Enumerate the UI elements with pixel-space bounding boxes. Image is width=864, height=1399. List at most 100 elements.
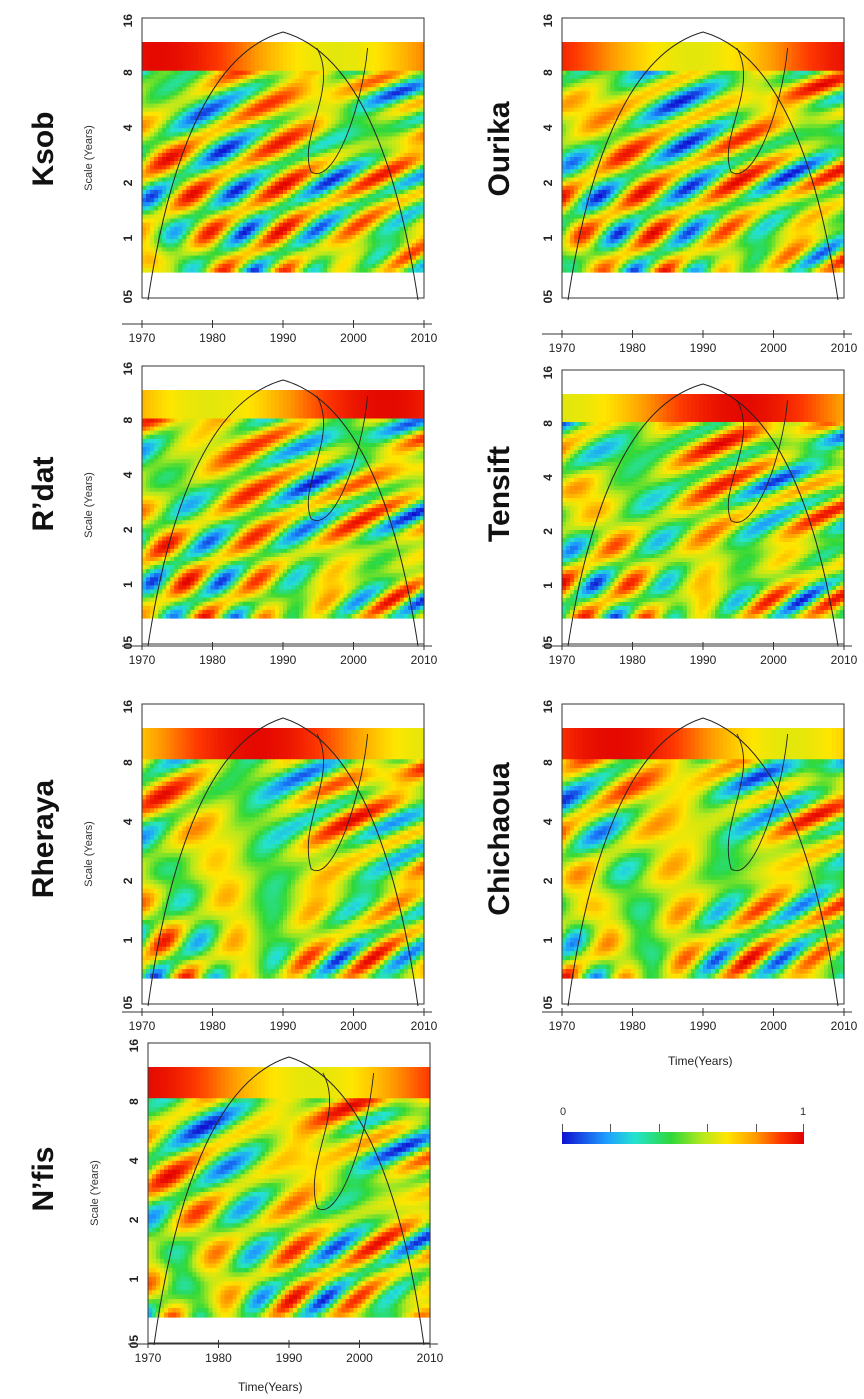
y-tick-label: 05 <box>121 290 135 304</box>
cone-of-influence <box>147 31 419 301</box>
station-label: R’dat <box>27 394 61 594</box>
heatmap-cells <box>142 728 425 979</box>
x-tick-label: 2010 <box>831 653 858 667</box>
wavelet-panel-rdat: 16 8 4 2 1 05 Scale (Years) 1970 1980 1990 2000 201… <box>83 362 438 667</box>
y-axis-label: Scale (Years) <box>89 1160 101 1226</box>
colorbar-gradient <box>562 1132 804 1144</box>
x-tick-label: 1970 <box>129 331 156 345</box>
station-label: N’fis <box>27 1079 61 1279</box>
plot-frame <box>561 703 845 1005</box>
y-tick-label: 1 <box>121 936 135 943</box>
y-tick-label: 4 <box>121 124 135 131</box>
x-tick-label: 1980 <box>205 1351 232 1365</box>
wavelet-plot: 16 8 4 2 1 05 Scale (Years) 1970 1980 1990 2000 201… <box>89 1039 444 1365</box>
y-tick-label: 1 <box>541 582 555 589</box>
heatmap-cells <box>562 728 845 979</box>
colorbar: 0 1 <box>560 1106 806 1144</box>
heatmap-cells <box>142 42 425 273</box>
y-tick-label: 05 <box>121 996 135 1010</box>
wavelet-plot: 16 8 4 2 1 05 Scale (Years) 1970 1980 1990 2000 201… <box>83 14 438 345</box>
cone-of-influence <box>147 717 419 1007</box>
x-tick-label: 1990 <box>270 653 297 667</box>
y-tick-label: 1 <box>541 234 555 241</box>
y-tick-label: 4 <box>127 1157 141 1164</box>
x-tick-label: 2010 <box>411 653 438 667</box>
x-tick-label: 1990 <box>276 1351 303 1365</box>
y-tick-label: 05 <box>127 1335 141 1349</box>
x-tick-label: 2000 <box>760 653 787 667</box>
y-tick-label: 4 <box>541 474 555 481</box>
significance-contour <box>307 733 369 872</box>
station-label: Chichaoua <box>483 739 517 939</box>
y-tick-label: 8 <box>121 759 135 766</box>
y-tick-label: 16 <box>121 14 135 28</box>
cone-of-influence <box>567 717 839 1007</box>
x-tick-label: 2000 <box>346 1351 373 1365</box>
colorbar-tick <box>610 1124 611 1132</box>
wavelet-panel-ksob: 16 8 4 2 1 05 Scale (Years) 1970 1980 1990 2000 201… <box>83 14 438 345</box>
y-tick-label: 16 <box>127 1039 141 1053</box>
station-label: Tensift <box>483 394 517 594</box>
wavelet-plot: 16 8 4 2 1 05 1970 1980 1990 2000 2010 <box>541 14 858 355</box>
y-tick-label: 8 <box>121 69 135 76</box>
y-tick-label: 2 <box>121 179 135 186</box>
x-tick-label: 1970 <box>549 1019 576 1033</box>
x-tick-label: 1970 <box>549 341 576 355</box>
colorbar-tick <box>803 1124 804 1132</box>
x-tick-label: 2000 <box>340 653 367 667</box>
x-tick-label: 2010 <box>411 331 438 345</box>
y-tick-label: 2 <box>121 526 135 533</box>
colorbar-tick <box>707 1124 708 1132</box>
y-tick-label: 1 <box>121 581 135 588</box>
y-tick-label: 8 <box>541 420 555 427</box>
y-tick-label: 8 <box>541 759 555 766</box>
y-tick-label: 16 <box>541 366 555 380</box>
x-tick-label: 2010 <box>411 1019 438 1033</box>
y-tick-label: 1 <box>541 936 555 943</box>
y-tick-label: 4 <box>541 124 555 131</box>
x-tick-label: 1970 <box>135 1351 162 1365</box>
y-tick-label: 16 <box>541 700 555 714</box>
cone-of-influence <box>567 31 839 301</box>
heatmap-cells <box>562 42 845 273</box>
x-tick-label: 1980 <box>199 331 226 345</box>
y-tick-label: 16 <box>541 14 555 28</box>
y-tick-label: 2 <box>541 179 555 186</box>
heatmap-cells <box>142 390 425 619</box>
y-tick-label: 4 <box>541 818 555 825</box>
y-tick-label: 8 <box>127 1098 141 1105</box>
wavelet-panel-rheraya: 16 8 4 2 1 05 Scale (Years) 1970 1980 1990 2000 201… <box>83 700 438 1033</box>
x-tick-label: 1990 <box>690 1019 717 1033</box>
wavelet-plot: 16 8 4 2 1 05 1970 1980 1990 2000 2010 <box>541 366 858 667</box>
wavelet-plot: 16 8 4 2 1 05 1970 1980 1990 2000 2010 <box>541 700 858 1033</box>
station-label: Ksob <box>27 49 61 249</box>
x-tick-label: 2010 <box>831 1019 858 1033</box>
x-tick-label: 1980 <box>619 653 646 667</box>
y-tick-label: 05 <box>121 636 135 650</box>
x-tick-label: 1990 <box>690 341 717 355</box>
significance-contour <box>727 47 789 175</box>
x-axis-label-right: Time(Years) <box>668 1054 732 1068</box>
wavelet-panel-nfis: 16 8 4 2 1 05 Scale (Years) 1970 1980 1990 2000 201… <box>89 1039 444 1365</box>
y-tick-label: 2 <box>127 1216 141 1223</box>
y-axis-label: Scale (Years) <box>83 125 95 191</box>
x-tick-label: 1980 <box>199 653 226 667</box>
y-tick-label: 2 <box>541 877 555 884</box>
y-tick-label: 4 <box>121 818 135 825</box>
colorbar-max-label: 1 <box>800 1106 806 1118</box>
plot-frame <box>141 17 425 299</box>
wavelet-panel-ourika: 16 8 4 2 1 05 1970 1980 1990 2000 2010 <box>541 14 858 355</box>
x-tick-label: 2000 <box>760 341 787 355</box>
significance-contour <box>307 395 369 521</box>
wavelet-panel-tensift: 16 8 4 2 1 05 1970 1980 1990 2000 2010 <box>541 366 858 667</box>
x-tick-label: 2000 <box>760 1019 787 1033</box>
significance-contour <box>313 1072 375 1211</box>
colorbar-min-label: 0 <box>560 1106 566 1118</box>
cone-of-influence <box>567 383 839 647</box>
y-tick-label: 05 <box>541 996 555 1010</box>
x-tick-label: 1980 <box>619 341 646 355</box>
x-tick-label: 1970 <box>129 1019 156 1033</box>
y-axis-label: Scale (Years) <box>83 821 95 887</box>
x-tick-label: 1980 <box>199 1019 226 1033</box>
x-tick-label: 1970 <box>549 653 576 667</box>
